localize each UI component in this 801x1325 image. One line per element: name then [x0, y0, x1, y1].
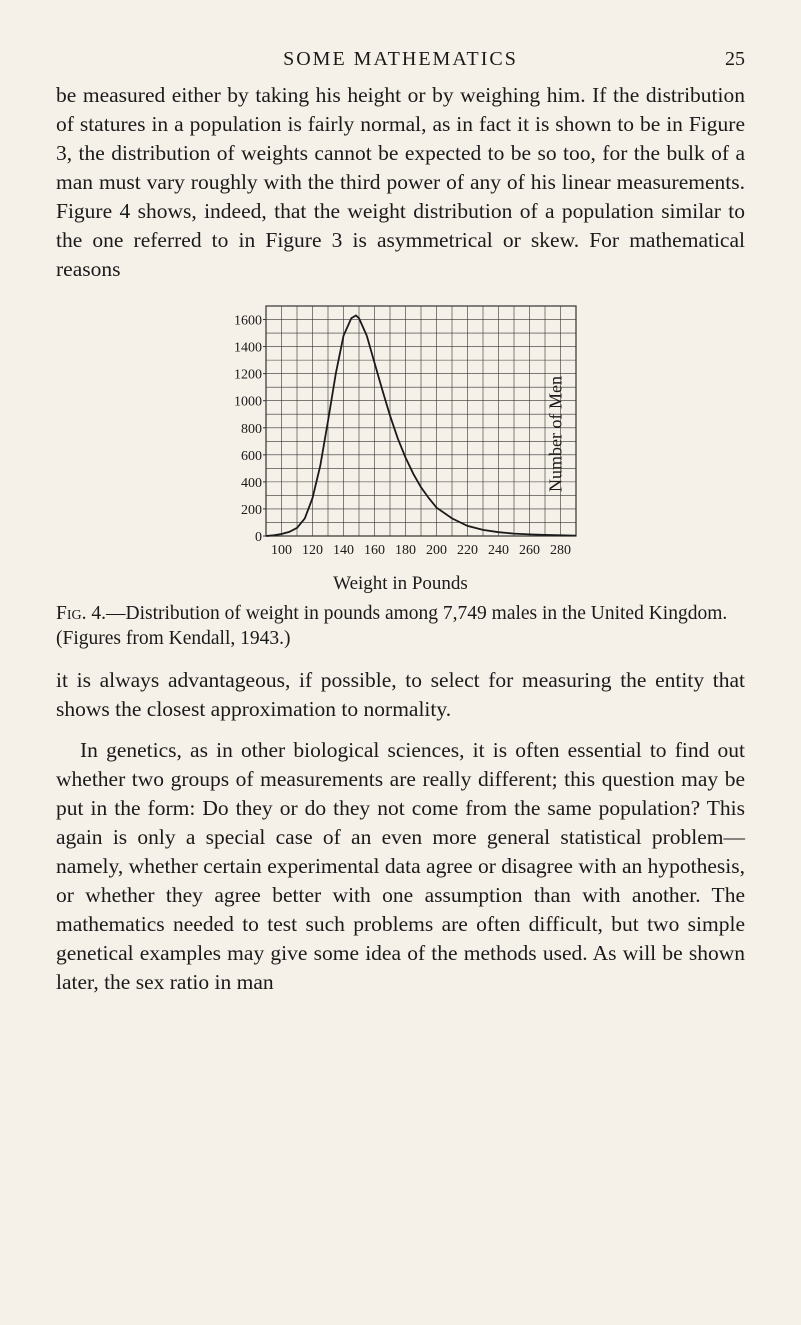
weight-distribution-chart: 0 200 400 600 800 1000 1200 1400 1600 100 120 140 16… [216, 296, 586, 566]
page-number: 25 [725, 48, 745, 71]
svg-text:1600: 1600 [234, 314, 262, 329]
paragraph-1: be measured either by taking his height … [56, 81, 745, 284]
svg-text:240: 240 [488, 543, 509, 558]
paragraph-2: it is always advantageous, if possible, … [56, 666, 745, 724]
svg-text:280: 280 [550, 543, 571, 558]
svg-text:600: 600 [241, 449, 262, 464]
figure-4: 0 200 400 600 800 1000 1200 1400 1600 100 120 140 16… [56, 296, 745, 595]
header-title: SOME MATHEMATICS [66, 48, 735, 71]
caption-text: —Distribution of weight in pounds among … [56, 603, 727, 649]
svg-text:260: 260 [519, 543, 540, 558]
svg-text:200: 200 [241, 503, 262, 518]
svg-text:1200: 1200 [234, 368, 262, 383]
svg-text:1400: 1400 [234, 341, 262, 356]
svg-text:220: 220 [457, 543, 478, 558]
svg-text:400: 400 [241, 476, 262, 491]
page-header: SOME MATHEMATICS 25 [56, 48, 745, 71]
x-axis-label: Weight in Pounds [56, 573, 745, 595]
fig-number: 4. [91, 603, 106, 624]
fig-label: Fig. [56, 603, 87, 624]
svg-text:800: 800 [241, 422, 262, 437]
svg-text:180: 180 [395, 543, 416, 558]
svg-text:140: 140 [333, 543, 354, 558]
svg-text:1000: 1000 [234, 395, 262, 410]
chart-area: 0 200 400 600 800 1000 1200 1400 1600 100 120 140 16… [216, 296, 586, 571]
svg-text:120: 120 [302, 543, 323, 558]
svg-text:0: 0 [255, 530, 262, 545]
figure-caption: Fig. 4.—Distribution of weight in pounds… [56, 601, 745, 652]
paragraph-3: In genetics, as in other biological scie… [56, 736, 745, 997]
svg-text:160: 160 [364, 543, 385, 558]
y-axis-label: Number of Men [545, 376, 566, 492]
svg-text:100: 100 [271, 543, 292, 558]
svg-text:200: 200 [426, 543, 447, 558]
